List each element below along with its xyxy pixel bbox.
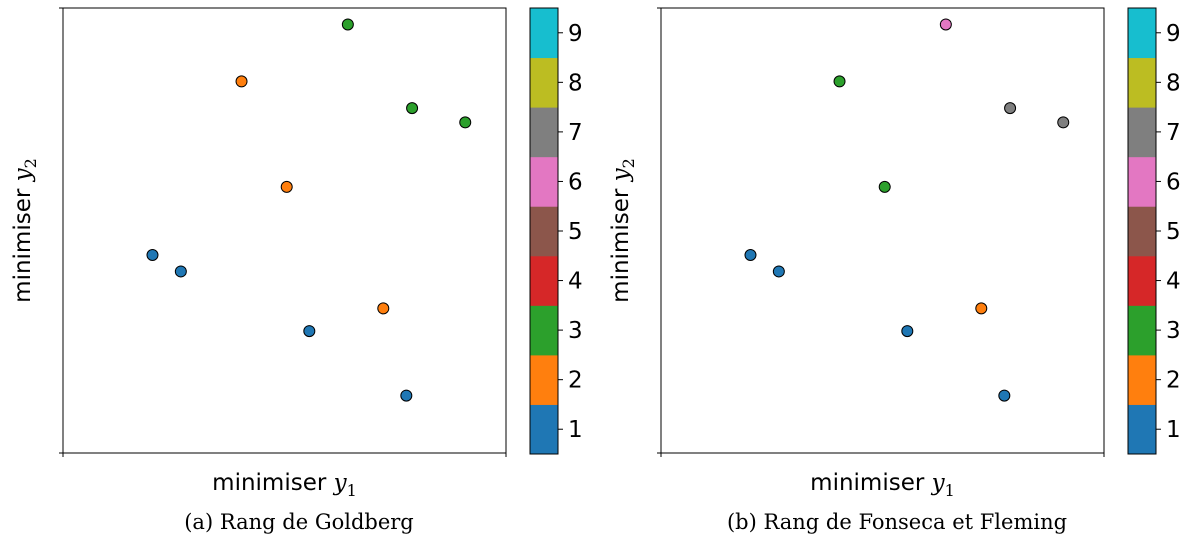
data-point	[174, 265, 187, 278]
data-point	[1004, 102, 1017, 115]
goldberg-scatter-chart: minimiser y1 minimiser y2 1 2 3 4 5 6 7 8 9	[10, 7, 583, 500]
data-point	[377, 302, 390, 315]
data-point	[459, 116, 472, 129]
colorbar-segment	[530, 57, 558, 108]
colorbar-segment	[1128, 255, 1156, 306]
colorbar-segment	[530, 107, 558, 158]
data-point	[400, 389, 413, 402]
colorbar-segment	[1128, 156, 1156, 207]
colorbar-tick-label: 2	[568, 368, 583, 394]
data-point	[235, 75, 248, 88]
colorbar-segment	[530, 404, 558, 455]
colorbar-tick-label: 6	[1166, 169, 1181, 195]
colorbar-tick-label: 7	[1166, 120, 1181, 146]
data-point	[406, 102, 419, 115]
colorbar-tick-label: 1	[1166, 417, 1181, 443]
colorbar-tick-label: 4	[1166, 269, 1181, 295]
data-point	[341, 18, 354, 31]
colorbar-segment	[530, 255, 558, 306]
data-point	[146, 248, 159, 261]
data-point	[878, 180, 891, 193]
data-point	[975, 302, 988, 315]
colorbar-segment	[1128, 206, 1156, 257]
chart-panel-fonseca-fleming: minimiser y1 minimiser y2 1 2 3 4 5 6 7 8 9 (b) Ra…	[598, 0, 1196, 550]
data-point	[901, 325, 914, 338]
colorbar-tick-label: 1	[568, 417, 583, 443]
colorbar-tick-label: 2	[1166, 368, 1181, 394]
colorbar-tick-label: 3	[1166, 318, 1181, 344]
colorbar-tick-label: 3	[568, 318, 583, 344]
colorbar-tick-label: 5	[568, 219, 583, 245]
plot-frame	[62, 7, 507, 454]
x-axis-label: minimiser y1	[212, 470, 357, 500]
colorbar-segment	[530, 8, 558, 59]
data-point	[280, 180, 293, 193]
colorbar-segment	[530, 206, 558, 257]
chart-caption: (a) Rang de Goldberg	[184, 510, 414, 534]
colorbar-segment	[1128, 354, 1156, 405]
colorbar-segment	[530, 354, 558, 405]
colorbar-tick-label: 5	[1166, 219, 1181, 245]
y-axis-label: minimiser y2	[10, 158, 40, 303]
colorbar-tick-label: 8	[1166, 70, 1181, 96]
data-point	[833, 75, 846, 88]
colorbar-segment	[1128, 404, 1156, 455]
colorbar-segment	[530, 156, 558, 207]
data-point	[772, 265, 785, 278]
colorbar-tick-label: 7	[568, 120, 583, 146]
y-axis-label: minimiser y2	[608, 158, 638, 303]
fonseca-fleming-scatter-chart: minimiser y1 minimiser y2 1 2 3 4 5 6 7 8 9	[608, 7, 1181, 500]
chart-panel-goldberg: minimiser y1 minimiser y2 1 2 3 4 5 6 7 8 9 (a) Ra…	[10, 7, 583, 534]
colorbar-tick-label: 9	[1166, 21, 1181, 47]
colorbar-tick-label: 6	[568, 169, 583, 195]
colorbar-tick-label: 4	[568, 269, 583, 295]
data-point	[303, 325, 316, 338]
plot-frame	[660, 7, 1105, 454]
colorbar-segment	[1128, 107, 1156, 158]
chart-caption: (b) Rang de Fonseca et Fleming	[726, 510, 1068, 534]
colorbar-tick-label: 9	[568, 21, 583, 47]
data-point	[1057, 116, 1070, 129]
colorbar-segment	[1128, 305, 1156, 356]
data-point	[998, 389, 1011, 402]
x-axis-label: minimiser y1	[810, 470, 955, 500]
colorbar-segment	[1128, 8, 1156, 59]
colorbar-tick-label: 8	[568, 70, 583, 96]
data-point	[939, 18, 952, 31]
colorbar-segment	[530, 305, 558, 356]
data-point	[744, 248, 757, 261]
colorbar-segment	[1128, 57, 1156, 108]
